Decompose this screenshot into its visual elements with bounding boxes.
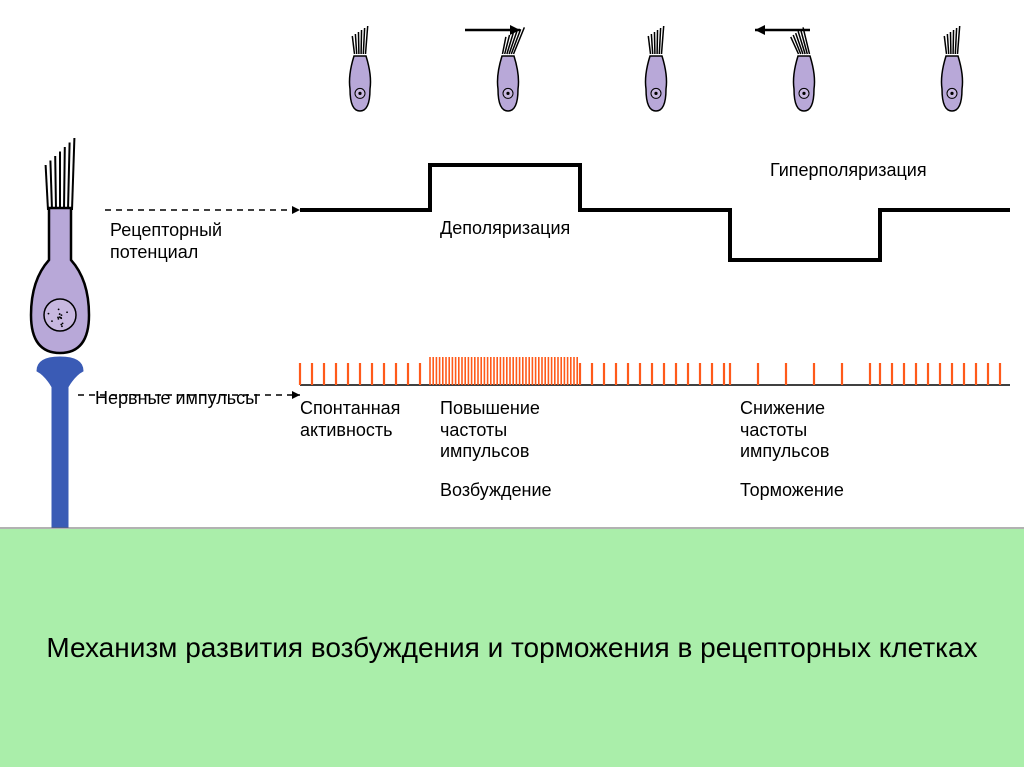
label-excitation: Возбуждение (440, 480, 640, 502)
label-depolarization: Деполяризация (440, 218, 640, 240)
label-decrease-freq: Снижение частоты импульсов (740, 398, 890, 463)
label-nerve-impulses: Нервные импульсы (95, 388, 295, 410)
label-hyperpolarization: Гиперполяризация (770, 160, 990, 182)
label-increase-freq: Повышение частоты импульсов (440, 398, 590, 463)
caption-area: Механизм развития возбуждения и торможен… (0, 529, 1024, 767)
diagram-area: Рецепторный потенциал Нервные импульсы С… (0, 0, 1024, 529)
label-inhibition: Торможение (740, 480, 940, 502)
caption-text: Механизм развития возбуждения и торможен… (46, 628, 977, 667)
label-spontaneous: Спонтанная активность (300, 398, 430, 441)
label-receptor-potential: Рецепторный потенциал (110, 220, 270, 263)
